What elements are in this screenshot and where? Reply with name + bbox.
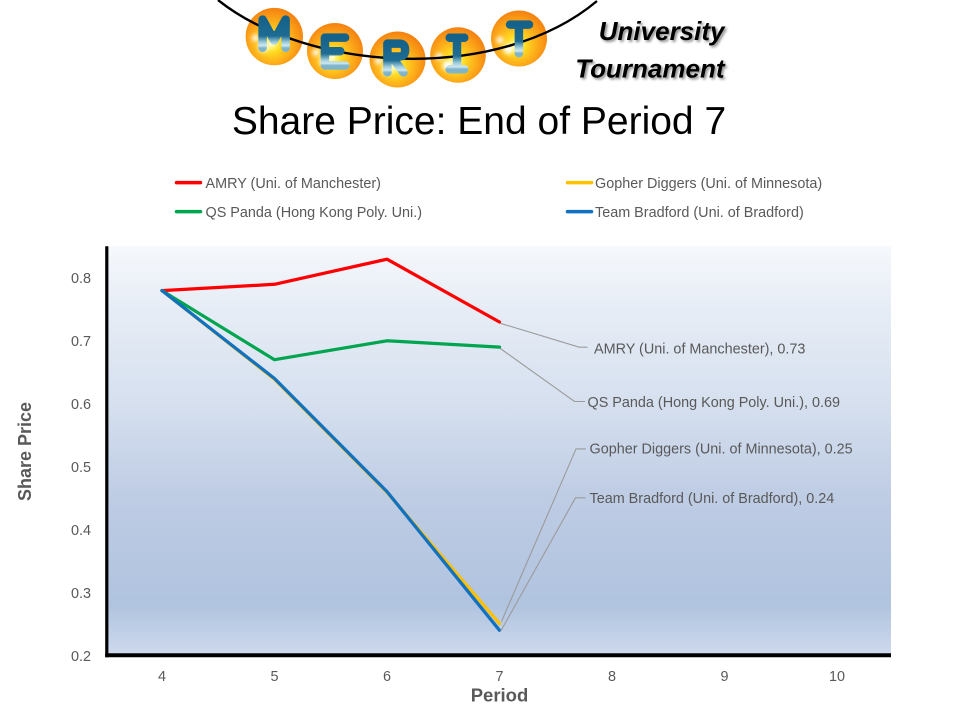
svg-text:5: 5 (270, 669, 278, 685)
svg-text:0.7: 0.7 (71, 334, 91, 350)
svg-text:Team Bradford (Uni. of Bradfor: Team Bradford (Uni. of Bradford) (595, 205, 804, 221)
svg-text:0.3: 0.3 (71, 586, 91, 602)
svg-text:7: 7 (495, 669, 503, 685)
svg-text:Share Price: End of Period 7: Share Price: End of Period 7 (232, 100, 726, 143)
svg-text:9: 9 (720, 669, 728, 685)
svg-text:Period: Period (471, 685, 529, 706)
svg-text:10: 10 (829, 669, 845, 685)
svg-text:Gopher Diggers (Uni. of Minnes: Gopher Diggers (Uni. of Minnesota) (595, 176, 822, 192)
svg-text:Tournament: Tournament (575, 53, 726, 83)
svg-text:8: 8 (608, 669, 616, 685)
svg-text:Team Bradford (Uni. of Bradfor: Team Bradford (Uni. of Bradford), 0.24 (590, 491, 835, 507)
svg-text:QS Panda (Hong Kong Poly. Uni.: QS Panda (Hong Kong Poly. Uni.) (206, 205, 423, 221)
svg-text:0.2: 0.2 (71, 649, 91, 665)
svg-text:Share Price: Share Price (15, 402, 35, 501)
svg-text:AMRY (Uni. of Manchester), 0.7: AMRY (Uni. of Manchester), 0.73 (594, 341, 805, 357)
svg-text:AMRY (Uni. of Manchester): AMRY (Uni. of Manchester) (206, 176, 381, 192)
svg-text:0.6: 0.6 (71, 397, 91, 413)
svg-text:0.4: 0.4 (71, 523, 91, 539)
svg-text:Gopher Diggers (Uni. of Minnes: Gopher Diggers (Uni. of Minnesota), 0.25 (590, 442, 853, 458)
svg-text:University: University (599, 16, 726, 46)
svg-text:4: 4 (158, 669, 166, 685)
svg-text:QS Panda (Hong Kong Poly. Uni.: QS Panda (Hong Kong Poly. Uni.), 0.69 (588, 395, 841, 411)
svg-text:0.5: 0.5 (71, 460, 91, 476)
svg-text:0.8: 0.8 (71, 271, 91, 287)
svg-text:6: 6 (383, 669, 391, 685)
